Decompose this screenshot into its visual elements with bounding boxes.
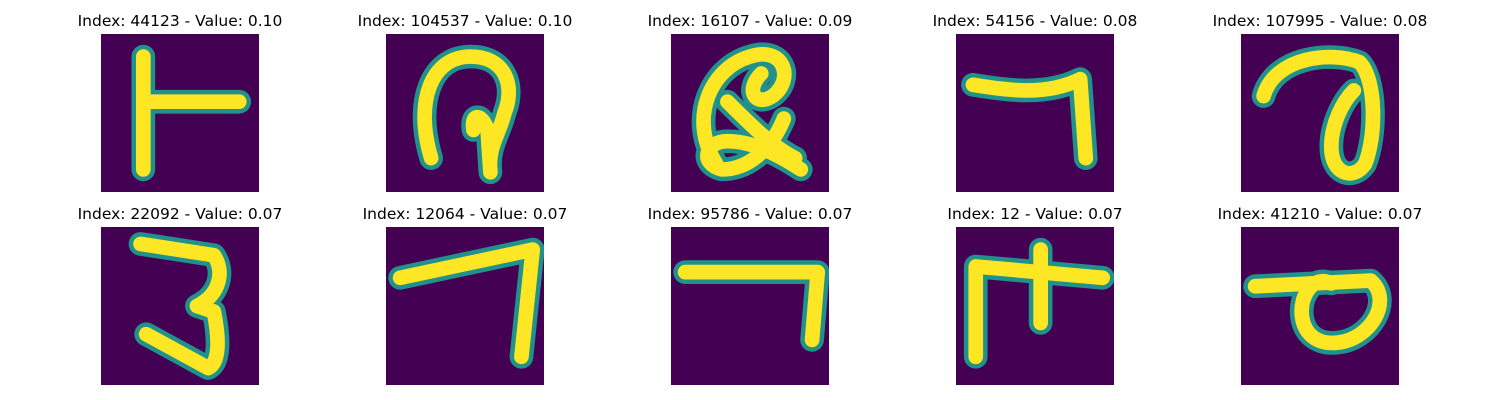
character-image xyxy=(1241,34,1399,192)
glyph-t xyxy=(101,34,259,192)
stroke-core xyxy=(1256,49,1381,181)
panel-title: Index: 22092 - Value: 0.07 xyxy=(77,205,283,223)
panel-title: Index: 12064 - Value: 0.07 xyxy=(362,205,568,223)
image-panel: Index: 54156 - Value: 0.08 xyxy=(885,12,1185,202)
character-image xyxy=(386,34,544,192)
panel-title: Index: 107995 - Value: 0.08 xyxy=(1212,12,1428,30)
image-panel: Index: 41210 - Value: 0.07 xyxy=(1170,205,1470,395)
glyph-scribble xyxy=(671,34,829,192)
character-image xyxy=(671,34,829,192)
glyph-seven-b xyxy=(386,227,544,385)
panel-title: Index: 104537 - Value: 0.10 xyxy=(357,12,573,30)
panel-title: Index: 41210 - Value: 0.07 xyxy=(1217,205,1423,223)
character-image xyxy=(386,227,544,385)
stroke-core xyxy=(392,242,541,365)
stroke-core xyxy=(968,242,1111,365)
stroke-core xyxy=(133,236,227,376)
stroke-core xyxy=(696,47,809,177)
panel-title: Index: 44123 - Value: 0.10 xyxy=(77,12,283,30)
panel-title: Index: 12 - Value: 0.07 xyxy=(947,205,1123,223)
glyph-cross xyxy=(956,227,1114,385)
glyph-hook xyxy=(671,227,829,385)
character-image xyxy=(956,34,1114,192)
glyph-three xyxy=(101,227,259,385)
image-panel: Index: 16107 - Value: 0.09 xyxy=(600,12,900,202)
stroke-core xyxy=(135,49,247,177)
image-panel: Index: 22092 - Value: 0.07 xyxy=(30,205,330,395)
glyph-loop-b xyxy=(1241,227,1399,385)
stroke-core xyxy=(417,49,516,180)
glyph-loop-a xyxy=(386,34,544,192)
image-panel: Index: 107995 - Value: 0.08 xyxy=(1170,12,1470,202)
character-image xyxy=(101,227,259,385)
image-panel: Index: 12064 - Value: 0.07 xyxy=(315,205,615,395)
stroke-core xyxy=(1247,273,1388,351)
image-panel: Index: 12 - Value: 0.07 xyxy=(885,205,1185,395)
panel-title: Index: 54156 - Value: 0.08 xyxy=(932,12,1138,30)
panel-title: Index: 95786 - Value: 0.07 xyxy=(647,205,853,223)
image-background xyxy=(671,227,829,385)
image-panel: Index: 104537 - Value: 0.10 xyxy=(315,12,615,202)
stroke-core xyxy=(965,71,1094,166)
panel-title: Index: 16107 - Value: 0.09 xyxy=(647,12,853,30)
glyph-curl xyxy=(1241,34,1399,192)
image-panel: Index: 95786 - Value: 0.07 xyxy=(600,205,900,395)
character-image xyxy=(101,34,259,192)
character-image xyxy=(956,227,1114,385)
character-image xyxy=(1241,227,1399,385)
stroke-core xyxy=(677,264,826,348)
glyph-seven xyxy=(956,34,1114,192)
image-panel: Index: 44123 - Value: 0.10 xyxy=(30,12,330,202)
character-image xyxy=(671,227,829,385)
